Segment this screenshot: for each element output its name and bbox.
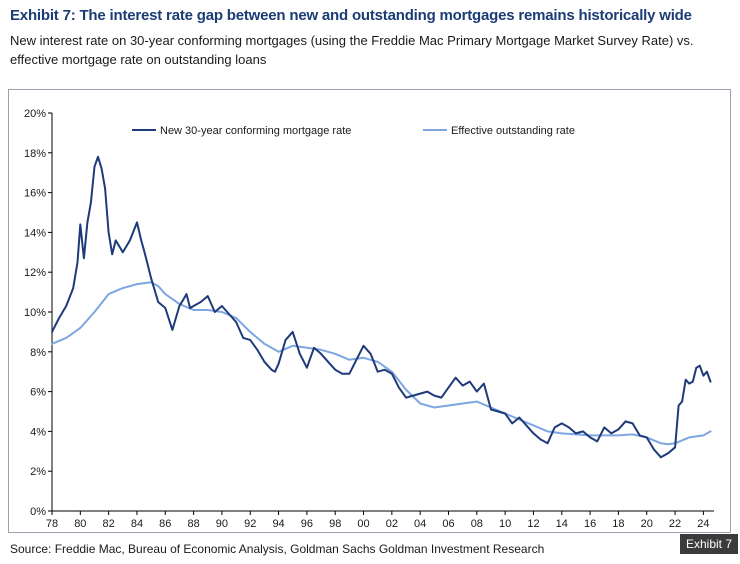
y-tick-label: 6% (30, 387, 46, 399)
x-tick-label: 94 (272, 518, 284, 530)
y-tick-label: 10% (24, 307, 46, 319)
chart-axes: 0% 2% 4% 6% 8% 10% 12% 14% 16% 18% 20% 78 80 82 84 86 88… (24, 108, 714, 530)
x-tick-label: 80 (74, 518, 86, 530)
x-tick-label: 02 (386, 518, 398, 530)
y-tick-label: 20% (24, 108, 46, 120)
x-tick-label: 00 (357, 518, 369, 530)
exhibit-tag: Exhibit 7 (679, 534, 738, 554)
chart-series (51, 155, 712, 459)
y-tick-label: 14% (24, 227, 46, 239)
x-tick-label: 88 (187, 518, 199, 530)
x-tick-label: 98 (329, 518, 341, 530)
source-note: Source: Freddie Mac, Bureau of Economic … (10, 542, 545, 556)
x-tick-label: 86 (159, 518, 171, 530)
x-tick-label: 20 (641, 518, 653, 530)
x-tick-label: 04 (414, 518, 426, 530)
x-tick-label: 96 (301, 518, 313, 530)
x-tick-label: 12 (527, 518, 539, 530)
chart-title: Exhibit 7: The interest rate gap between… (10, 7, 692, 24)
y-tick-label: 8% (30, 347, 46, 359)
series-line-new-rate (51, 155, 712, 459)
x-tick-label: 06 (442, 518, 454, 530)
y-tick-label: 18% (24, 148, 46, 160)
y-tick-label: 4% (30, 426, 46, 438)
legend-effective-rate-label: Effective outstanding rate (451, 125, 575, 137)
y-tick-label: 16% (24, 188, 46, 200)
x-tick-label: 18 (612, 518, 624, 530)
x-tick-label: 92 (244, 518, 256, 530)
x-tick-label: 14 (556, 518, 568, 530)
y-tick-label: 2% (30, 466, 46, 478)
y-tick-label: 0% (30, 506, 46, 518)
x-tick-label: 10 (499, 518, 511, 530)
x-tick-label: 84 (131, 518, 143, 530)
x-tick-label: 24 (697, 518, 709, 530)
legend-new-rate-label: New 30-year conforming mortgage rate (160, 125, 351, 137)
chart-legend: New 30-year conforming mortgage rate Effe… (132, 125, 575, 137)
chart-frame: 0% 2% 4% 6% 8% 10% 12% 14% 16% 18% 20% 78 80 82 84 86 88… (8, 89, 731, 533)
chart-subtitle: New interest rate on 30-year conforming … (10, 33, 694, 67)
x-tick-label: 08 (471, 518, 483, 530)
x-tick-label: 22 (669, 518, 681, 530)
x-tick-label: 78 (46, 518, 58, 530)
mortgage-rate-chart: 0% 2% 4% 6% 8% 10% 12% 14% 16% 18% 20% 78 80 82 84 86 88… (24, 108, 714, 530)
y-tick-label: 12% (24, 267, 46, 279)
x-tick-label: 16 (584, 518, 596, 530)
x-tick-label: 82 (103, 518, 115, 530)
x-tick-label: 90 (216, 518, 228, 530)
series-line-effective-rate (51, 281, 712, 446)
